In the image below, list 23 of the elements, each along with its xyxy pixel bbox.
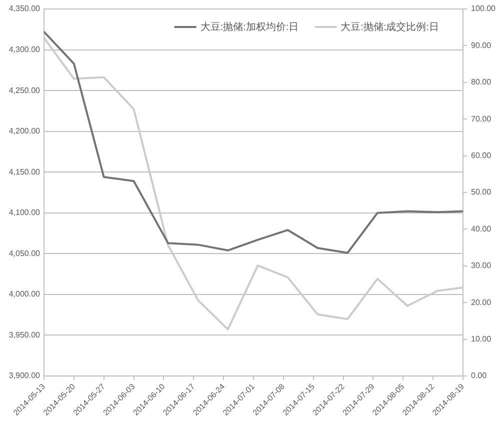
legend-label: 大豆:抛储:成交比例:日 xyxy=(340,20,440,33)
y-tick-label: 3,950.00 xyxy=(8,330,41,340)
y-tick-label: 4,000.00 xyxy=(8,290,41,299)
y-tick-label: 4,100.00 xyxy=(8,208,41,218)
y2-tick-label: 50.00 xyxy=(471,188,492,197)
y2-tick-label: 80.00 xyxy=(471,78,492,87)
y-tick-label: 4,050.00 xyxy=(8,248,41,258)
y2-tick-label: 20.00 xyxy=(471,298,492,307)
y2-tick-label: 0.00 xyxy=(471,371,488,380)
y2-tick-label: 100.00 xyxy=(471,4,496,14)
y2-tick-label: 30.00 xyxy=(471,261,492,270)
y-tick-label: 3,900.00 xyxy=(8,371,41,380)
y2-tick-label: 60.00 xyxy=(471,151,492,160)
y-tick-label: 4,350.00 xyxy=(8,4,41,14)
y-tick-label: 4,200.00 xyxy=(8,126,41,136)
y-tick-label: 4,300.00 xyxy=(8,44,41,54)
y-tick-label: 4,150.00 xyxy=(8,167,41,176)
y2-tick-label: 90.00 xyxy=(471,40,492,50)
legend-label: 大豆:抛储:加权均价:日 xyxy=(200,20,299,33)
y2-tick-label: 70.00 xyxy=(471,114,492,124)
y2-tick-label: 10.00 xyxy=(471,334,492,344)
y2-tick-label: 40.00 xyxy=(471,224,492,234)
y-tick-label: 4,250.00 xyxy=(8,86,41,95)
